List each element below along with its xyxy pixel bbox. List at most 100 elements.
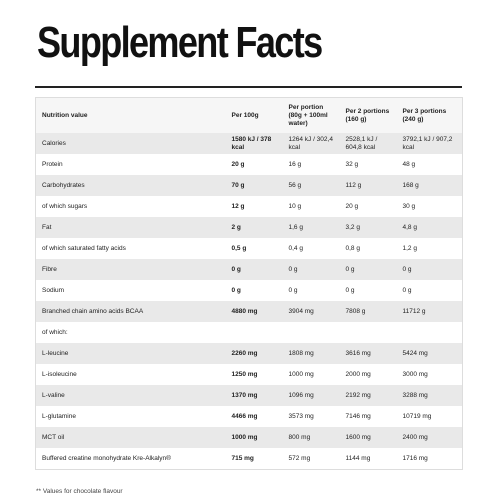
table-row: L-isoleucine 1250 mg 1000 mg 2000 mg 3000 mg <box>36 364 463 385</box>
table-cell: of which: <box>42 328 68 336</box>
table-cell: 11712 g <box>396 301 463 322</box>
table-cell: 2 g <box>225 217 283 238</box>
table-cell: of which saturated fatty acids <box>42 244 126 252</box>
table-cell: L-glutamine <box>42 412 76 420</box>
table-row: Carbohydrates 70 g 56 g 112 g 168 g <box>35 175 463 196</box>
table-row: Calories 1580 kJ / 378 kcal 1264 kJ / 302,… <box>35 133 463 154</box>
table-cell: 20 g <box>231 160 245 168</box>
table-cell: 12 g <box>231 202 245 210</box>
table-cell: 0 g <box>402 286 412 294</box>
table-cell: 10719 mg <box>402 412 432 420</box>
table-cell: 2192 mg <box>339 385 397 406</box>
table-cell: 1808 mg <box>282 343 340 364</box>
table-row: MCT oil 1000 mg 800 mg 1600 mg 2400 mg <box>35 427 463 448</box>
table-cell: 1580 kJ / 378 kcal <box>225 133 283 154</box>
table-row: Protein 20 g 16 g 32 g 48 g <box>36 154 463 175</box>
table-row: L-leucine 2260 mg 1808 mg 3616 mg 5424 mg <box>35 343 463 364</box>
table-cell: Branched chain amino acids BCAA <box>35 301 226 322</box>
table-cell: 3904 mg <box>282 301 340 322</box>
table-cell: 1144 mg <box>345 454 371 462</box>
table-cell: 4880 mg <box>225 301 283 322</box>
table-row: Branched chain amino acids BCAA 4880 mg 39… <box>35 301 463 322</box>
column-header: Per portion (80g + 100ml water) <box>282 97 340 133</box>
table-cell: 1250 mg <box>231 370 258 378</box>
title: Supplement Facts <box>37 18 323 67</box>
table-cell: 0 g <box>396 259 463 280</box>
table-cell: 70 g <box>225 175 283 196</box>
column-header: Per 2 portions (160 g) <box>339 97 397 133</box>
table-cell <box>340 322 397 343</box>
table-cell: 1264 kJ / 302,4 kcal <box>282 133 340 154</box>
table-cell <box>226 322 283 343</box>
table-cell: 0 g <box>345 286 355 294</box>
table-cell: 715 mg <box>231 454 254 462</box>
table-cell: 2260 mg <box>225 343 283 364</box>
table-row: of which: <box>36 322 463 343</box>
table-cell: 10 g <box>288 202 302 210</box>
table-cell: of which sugars <box>42 202 88 210</box>
table-cell: 0,5 g <box>231 244 247 252</box>
column-header: Nutrition value <box>35 97 226 133</box>
table-cell: 20 g <box>345 202 359 210</box>
table-row: Sodium 0 g 0 g 0 g 0 g <box>36 280 463 301</box>
table-cell: 0 g <box>288 286 298 294</box>
table-cell: Carbohydrates <box>35 175 226 196</box>
table-cell: L-isoleucine <box>42 370 77 378</box>
table-cell: 5424 mg <box>396 343 463 364</box>
table-cell: 2528,1 kJ / 604,8 kcal <box>339 133 397 154</box>
table-cell: 1096 mg <box>282 385 340 406</box>
table-cell: 0,4 g <box>288 244 303 252</box>
table-cell: 0,8 g <box>345 244 360 252</box>
table-cell: 2400 mg <box>396 427 463 448</box>
table-cell: L-valine <box>35 385 226 406</box>
table-cell: 0 g <box>225 259 283 280</box>
table-row: of which saturated fatty acids 0,5 g 0,4 g… <box>36 238 463 259</box>
table-cell: 3000 mg <box>402 370 428 378</box>
table-cell: 4466 mg <box>231 412 258 420</box>
table-cell: 1600 mg <box>339 427 397 448</box>
table-cell: 3792,1 kJ / 907,2 kcal <box>396 133 463 154</box>
table-cell: 48 g <box>402 160 416 168</box>
table-cell: 1,6 g <box>282 217 340 238</box>
table-cell: Fibre <box>35 259 226 280</box>
table-cell: 0 g <box>339 259 397 280</box>
column-header: Per 100g <box>225 97 283 133</box>
table-row: L-valine 1370 mg 1096 mg 2192 mg 3288 mg <box>35 385 463 406</box>
table-cell: 1000 mg <box>225 427 283 448</box>
table-row: Buffered creatine monohydrate Kre-Alkaly… <box>36 448 463 470</box>
table-cell: 4,8 g <box>396 217 463 238</box>
table-cell: 572 mg <box>288 454 311 462</box>
column-header: Per 3 portions (240 g) <box>396 97 463 133</box>
table-cell: Calories <box>35 133 226 154</box>
table-row: of which sugars 12 g 10 g 20 g 30 g <box>36 196 463 217</box>
table-cell: 1370 mg <box>225 385 283 406</box>
table-cell: Buffered creatine monohydrate Kre-Alkaly… <box>42 454 171 462</box>
table-cell: MCT oil <box>35 427 226 448</box>
table-cell: 32 g <box>345 160 359 168</box>
table-cell: Protein <box>42 160 63 168</box>
table-cell: 30 g <box>402 202 416 210</box>
table-cell: 3,2 g <box>339 217 397 238</box>
table-cell: 7808 g <box>339 301 397 322</box>
table-cell: L-leucine <box>35 343 226 364</box>
table-cell: 1000 mg <box>288 370 314 378</box>
table-row: L-glutamine 4466 mg 3573 mg 7146 mg 10719 mg <box>36 406 463 427</box>
table-cell: 7146 mg <box>345 412 371 420</box>
table-cell: 1,2 g <box>402 244 417 252</box>
table-cell: 1716 mg <box>402 454 428 462</box>
table-cell: Fat <box>35 217 226 238</box>
table-cell: 112 g <box>339 175 397 196</box>
table-cell: 2000 mg <box>345 370 371 378</box>
table-cell <box>283 322 340 343</box>
table-cell: 3288 mg <box>396 385 463 406</box>
table-cell: 168 g <box>396 175 463 196</box>
table-row: Fat 2 g 1,6 g 3,2 g 4,8 g <box>35 217 463 238</box>
table-cell: Sodium <box>42 286 65 294</box>
table-cell: 0 g <box>282 259 340 280</box>
divider <box>35 86 462 88</box>
footnote: ** Values for chocolate flavour <box>36 488 123 495</box>
table-cell: 0 g <box>231 286 241 294</box>
table-cell <box>397 322 463 343</box>
